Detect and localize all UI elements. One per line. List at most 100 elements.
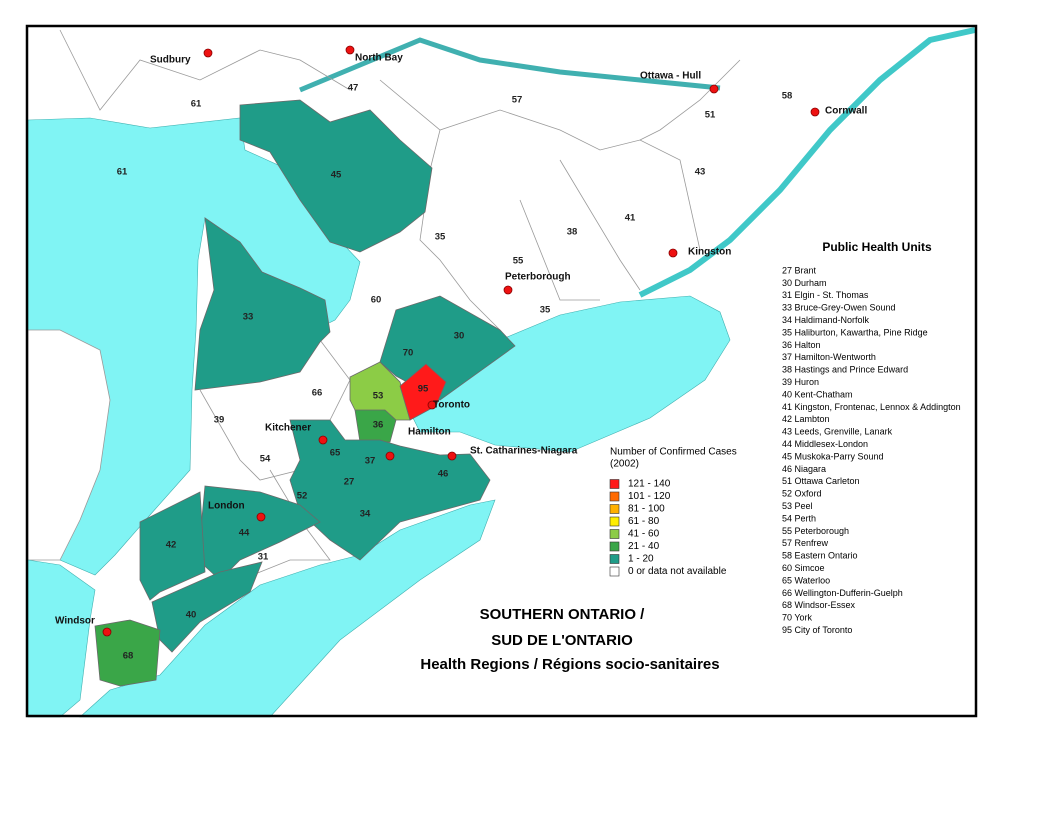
unit-entry: 35 Haliburton, Kawartha, Pine Ridge	[782, 327, 928, 337]
legend-label: 101 - 120	[628, 491, 671, 502]
map-title: SUD DE L'ONTARIO	[491, 632, 633, 649]
city-label: London	[208, 501, 245, 512]
city-label: Ottawa - Hull	[640, 71, 701, 82]
region-shape	[194, 217, 331, 391]
region-shape	[354, 409, 397, 443]
region-number: 53	[373, 391, 384, 402]
unit-entry: 36 Halton	[782, 340, 821, 350]
region-number: 55	[513, 256, 524, 267]
region-number: 45	[331, 170, 342, 181]
region-number: 95	[418, 384, 429, 395]
ottawa-river	[299, 37, 721, 93]
legend-swatch	[609, 566, 620, 577]
unit-entry: 27 Brant	[782, 265, 817, 275]
city-marker	[256, 512, 266, 522]
unit-entry: 66 Wellington-Dufferin-Guelph	[782, 588, 903, 598]
region-number: 54	[260, 454, 271, 465]
unit-entry: 57 Renfrew	[782, 538, 829, 548]
map-title: Health Regions / Régions socio-sanitaire…	[420, 656, 719, 673]
unit-entry: 41 Kingston, Frontenac, Lennox & Addingt…	[782, 402, 961, 412]
region-number: 68	[123, 651, 134, 662]
unit-entry: 53 Peel	[782, 501, 813, 511]
legend-swatch	[609, 491, 620, 502]
lake-ontario	[404, 295, 731, 453]
unit-entry: 70 York	[782, 613, 813, 623]
legend-swatch	[609, 541, 620, 552]
city-label: North Bay	[355, 53, 403, 64]
unit-entry: 45 Muskoka-Parry Sound	[782, 451, 884, 461]
region-number: 52	[297, 491, 308, 502]
units-title: Public Health Units	[822, 240, 932, 254]
boundaries	[639, 59, 741, 141]
region-number: 41	[625, 213, 636, 224]
city-marker	[810, 107, 820, 117]
region-number: 35	[540, 305, 551, 316]
region-number: 42	[166, 540, 177, 551]
boundaries	[559, 159, 641, 291]
legend-label: 61 - 80	[628, 516, 660, 527]
region-number: 40	[186, 610, 197, 621]
unit-entry: 39 Huron	[782, 377, 819, 387]
region-number: 43	[695, 167, 706, 178]
unit-entry: 31 Elgin - St. Thomas	[782, 290, 869, 300]
region-number: 34	[360, 509, 371, 520]
unit-entry: 42 Lambton	[782, 414, 830, 424]
region-number: 27	[344, 477, 355, 488]
region-number: 65	[330, 448, 341, 459]
boundaries	[59, 29, 351, 111]
unit-entry: 68 Windsor-Essex	[782, 600, 856, 610]
city-marker	[427, 400, 437, 410]
map-title: SOUTHERN ONTARIO /	[480, 606, 646, 623]
legend-swatch	[609, 504, 620, 514]
city-label: Hamilton	[408, 427, 451, 438]
unit-entry: 38 Hastings and Prince Edward	[782, 365, 908, 375]
region-number: 51	[705, 110, 716, 121]
legend-label: 21 - 40	[628, 541, 660, 552]
region-number: 37	[365, 456, 376, 467]
lake-erie	[79, 499, 496, 718]
city-marker	[447, 451, 457, 461]
city-label: Toronto	[433, 400, 470, 411]
city-label: Kingston	[688, 247, 731, 258]
legend-swatch	[609, 479, 620, 489]
legend-label: 0 or data not available	[628, 566, 727, 577]
unit-entry: 52 Oxford	[782, 489, 822, 499]
region-shape	[151, 561, 263, 653]
legend-swatch	[609, 516, 620, 527]
michigan-thumb	[27, 329, 111, 561]
city-marker	[709, 84, 719, 94]
region-shape	[289, 419, 491, 561]
city-marker	[668, 248, 678, 258]
region-number: 30	[454, 331, 465, 342]
legend-title: (2002)	[610, 459, 639, 470]
region-shape	[139, 491, 206, 601]
health-regions	[94, 99, 516, 687]
legend-label: 81 - 100	[628, 504, 665, 515]
city-label: Peterborough	[505, 272, 571, 283]
legend-title: Number of Confirmed Cases	[610, 447, 737, 458]
unit-entry: 46 Niagara	[782, 464, 826, 474]
boundaries	[379, 79, 701, 251]
unit-entry: 44 Middlesex-London	[782, 439, 868, 449]
unit-entry: 37 Hamilton-Wentworth	[782, 352, 876, 362]
map-frame	[25, 24, 978, 718]
region-number: 61	[191, 99, 202, 110]
region-number: 66	[312, 388, 323, 399]
city-marker	[203, 48, 213, 58]
city-marker	[345, 45, 355, 55]
region-number: 35	[435, 232, 446, 243]
legend-label: 41 - 60	[628, 529, 660, 540]
region-number: 38	[567, 227, 578, 238]
region-shape	[239, 99, 433, 253]
region-number: 31	[258, 552, 269, 563]
region-shape	[197, 485, 321, 581]
unit-entry: 30 Durham	[782, 278, 827, 288]
city-label: Kitchener	[265, 423, 311, 434]
region-number: 60	[371, 295, 382, 306]
legend-swatch	[609, 554, 620, 564]
unit-entry: 55 Peterborough	[782, 526, 849, 536]
city-marker	[503, 285, 513, 295]
labels: 61 61 47 57 58 51 43 41 38 45 35 55 35 60 33 30 70 95 53 66…	[55, 45, 867, 662]
unit-entry: 58 Eastern Ontario	[782, 551, 858, 561]
